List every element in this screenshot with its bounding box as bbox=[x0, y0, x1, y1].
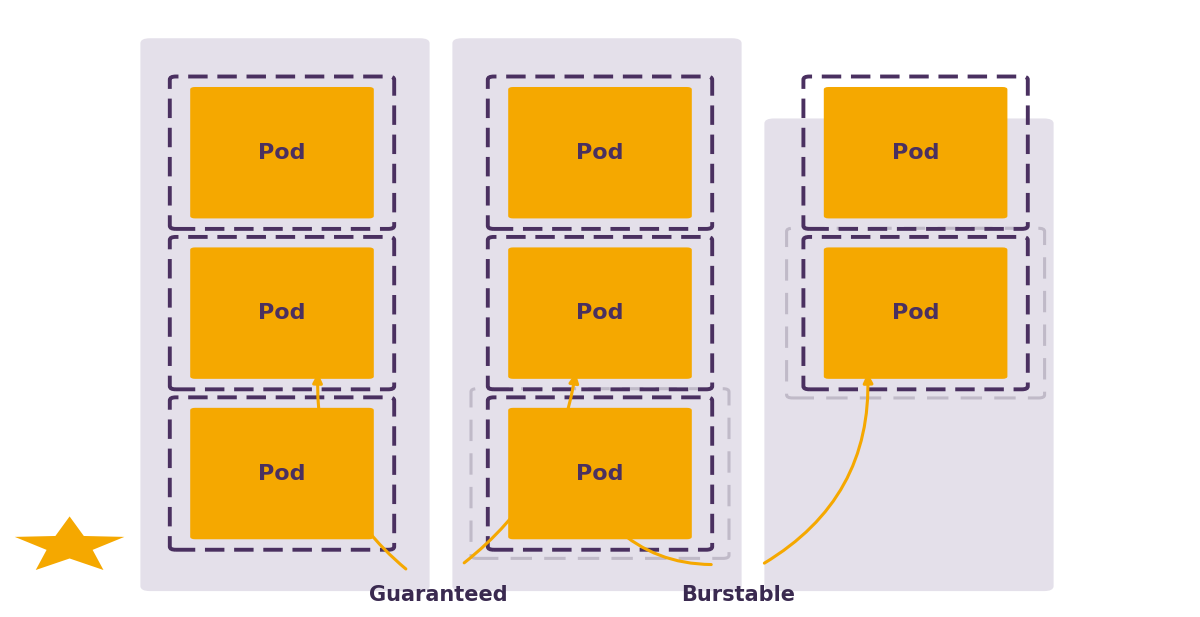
Text: Pod: Pod bbox=[576, 463, 624, 484]
FancyBboxPatch shape bbox=[823, 87, 1008, 218]
FancyBboxPatch shape bbox=[190, 247, 374, 379]
FancyBboxPatch shape bbox=[190, 408, 374, 539]
FancyBboxPatch shape bbox=[764, 118, 1054, 591]
FancyBboxPatch shape bbox=[823, 247, 1008, 379]
Text: Pod: Pod bbox=[258, 463, 306, 484]
FancyBboxPatch shape bbox=[509, 408, 692, 539]
Text: Pod: Pod bbox=[258, 143, 306, 163]
Text: Pod: Pod bbox=[892, 143, 940, 163]
Text: Pod: Pod bbox=[258, 303, 306, 323]
Text: Guaranteed: Guaranteed bbox=[368, 586, 508, 605]
Text: Burstable: Burstable bbox=[682, 586, 796, 605]
Text: Pod: Pod bbox=[576, 143, 624, 163]
Text: Pod: Pod bbox=[892, 303, 940, 323]
FancyBboxPatch shape bbox=[509, 87, 692, 218]
FancyBboxPatch shape bbox=[452, 38, 742, 591]
Text: Pod: Pod bbox=[576, 303, 624, 323]
FancyBboxPatch shape bbox=[190, 87, 374, 218]
FancyBboxPatch shape bbox=[140, 38, 430, 591]
FancyBboxPatch shape bbox=[509, 247, 692, 379]
PathPatch shape bbox=[14, 516, 125, 570]
